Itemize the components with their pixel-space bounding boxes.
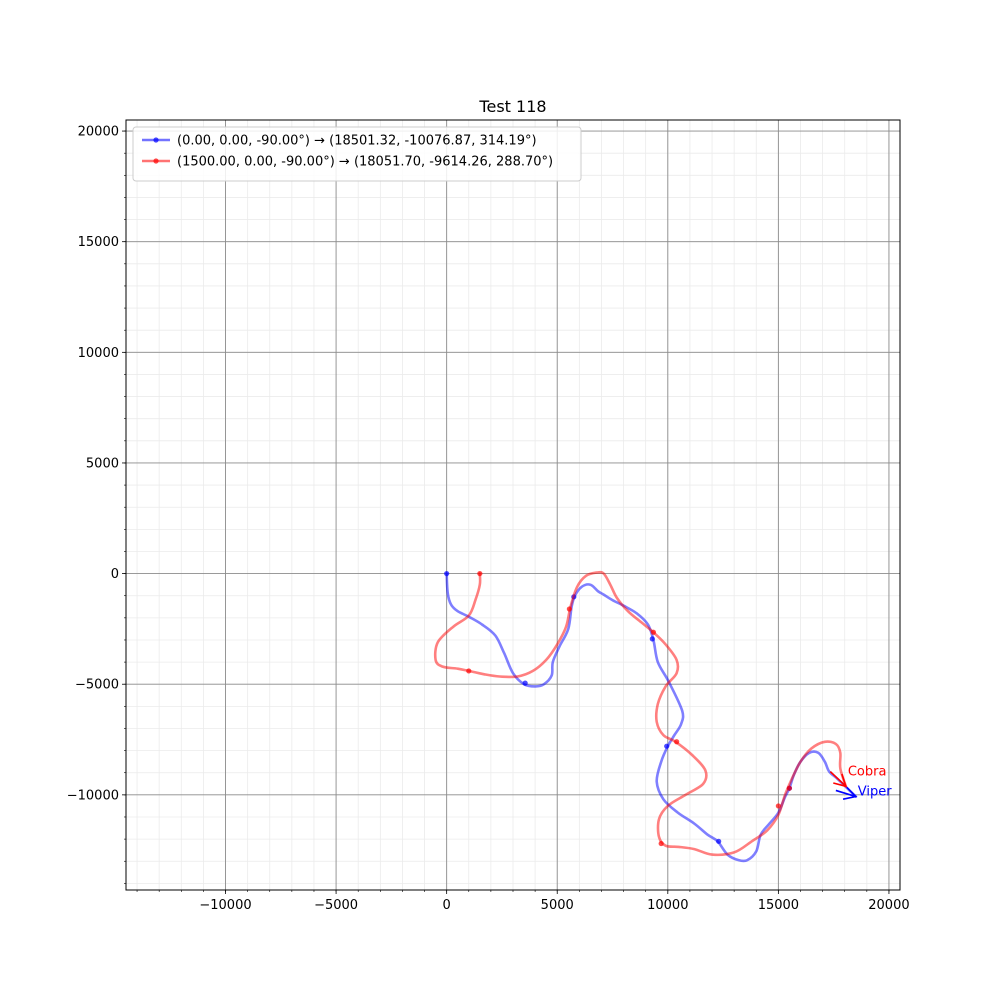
series-point [522,680,528,686]
series-point [716,838,722,844]
x-tick-label: 5000 [541,898,574,913]
series-point [649,636,655,642]
series-point [775,803,781,809]
series-point [658,840,664,847]
series-point [674,739,680,745]
series-cobra: Cobra [433,570,887,857]
heading-arrow-shaft [829,771,847,787]
x-tick-label: −10000 [199,898,251,913]
series-point [650,629,657,635]
series-point [566,606,572,612]
heading-arrow-head [833,773,848,788]
y-tick-label: 0 [111,567,119,582]
series-point [444,570,450,577]
series-end-label: Cobra [848,764,887,779]
y-tick-label: −5000 [75,678,119,693]
series-point [786,785,793,791]
series-point [664,743,670,749]
y-tick-label: 10000 [78,346,119,361]
series-point [477,570,483,577]
legend: (0.00, 0.00, -90.00°) → (18501.32, -1007… [132,126,582,182]
legend-entry-label: (0.00, 0.00, -90.00°) → (18501.32, -1007… [177,134,537,149]
legend-swatch-marker [153,158,159,164]
series-point [466,668,472,674]
series-end-label: Viper [858,785,892,800]
y-tick-label: 5000 [86,456,119,471]
x-tick-label: 15000 [758,898,799,913]
legend-entry-label: (1500.00, 0.00, -90.00°) → (18051.70, -9… [177,155,553,170]
y-tick-label: 15000 [78,235,119,250]
legend-box [132,126,582,182]
legend-swatch-marker [153,137,159,143]
ticks: −10000 −5000 0 5000 10000 15000 20000 −10000 −50… [67,125,910,913]
y-tick-label: −10000 [67,788,119,803]
series-line [433,570,848,857]
chart-title: Test 118 [478,97,546,116]
x-tick-label: 20000 [868,898,909,913]
x-tick-label: 0 [443,898,451,913]
heading-arrow-shaft [835,789,857,798]
x-tick-label: 10000 [647,898,688,913]
x-tick-label: −5000 [314,898,358,913]
y-tick-label: 20000 [78,125,119,140]
heading-arrow-head [842,786,858,800]
major-grid [126,120,900,890]
series-layer: Viper Cobra [433,570,892,863]
